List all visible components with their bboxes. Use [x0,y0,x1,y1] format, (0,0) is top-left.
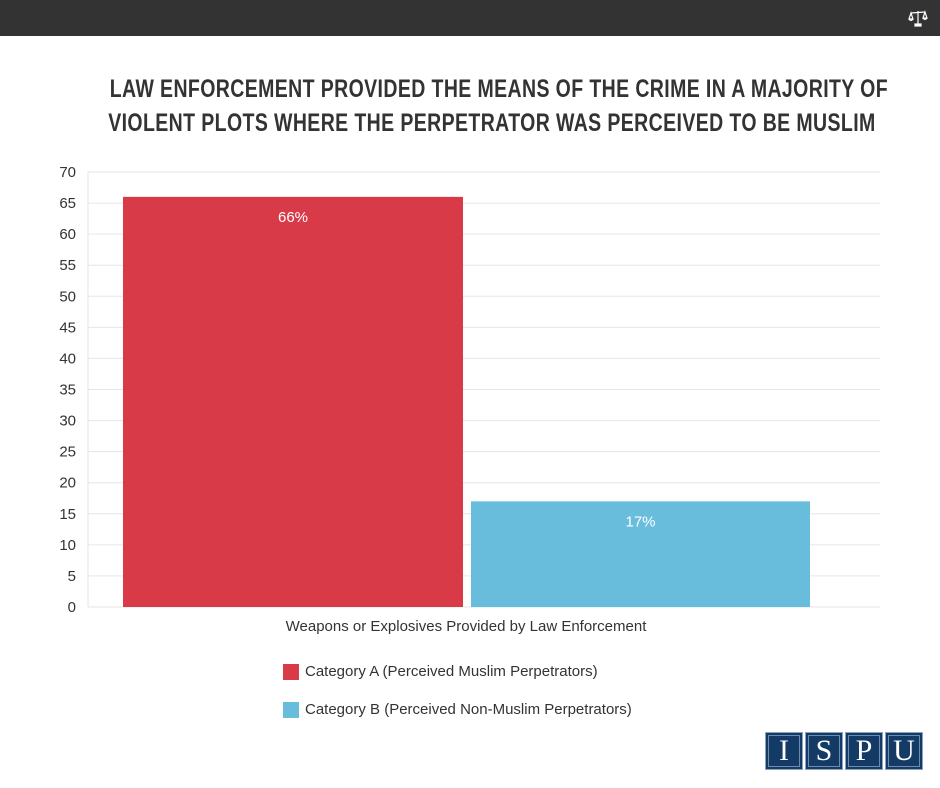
logo-letter: P [845,732,883,770]
title-line-1: LAW ENFORCEMENT PROVIDED THE MEANS OF TH… [109,75,889,103]
y-tick-label: 15 [59,506,76,523]
bar-b[interactable] [471,501,810,607]
y-tick-label: 35 [59,382,76,399]
y-tick-label: 45 [59,319,76,336]
legend-item-b[interactable]: Category B (Perceived Non-Muslim Perpetr… [283,701,632,718]
data-label: 66% [278,209,308,226]
logo-letter: U [885,732,923,770]
y-tick-label: 20 [59,475,76,492]
x-axis-label: Weapons or Explosives Provided by Law En… [286,618,648,635]
y-tick-label: 60 [59,226,76,243]
legend-swatch-b [283,701,299,718]
y-tick-label: 30 [59,413,76,430]
ispu-logo: I S P U [765,732,923,770]
y-tick-label: 50 [59,288,76,305]
bar-chart: 0 5 10 15 20 25 30 35 40 45 50 55 60 65 70 66% 17% Weapo… [59,164,880,635]
logo-letter: I [765,732,803,770]
y-tick-label: 40 [59,350,76,367]
data-label: 17% [625,513,655,530]
legend-label-a: Category A (Perceived Muslim Perpetrator… [305,663,598,680]
y-tick-label: 10 [59,537,76,554]
scales-icon [908,10,928,27]
legend-swatch-a [283,663,299,680]
title-line-2: VIOLENT PLOTS WHERE THE PERPETRATOR WAS … [108,109,876,137]
top-bar [0,0,940,36]
y-tick-label: 25 [59,444,76,461]
y-tick-label: 0 [68,599,76,616]
legend-item-a[interactable]: Category A (Perceived Muslim Perpetrator… [283,663,598,680]
bar-a[interactable] [123,196,463,607]
logo-letter: S [805,732,843,770]
legend-label-b: Category B (Perceived Non-Muslim Perpetr… [305,701,632,718]
y-tick-label: 5 [68,568,76,585]
y-tick-label: 70 [59,164,76,181]
y-tick-label: 65 [59,195,76,212]
y-tick-label: 55 [59,257,76,274]
chart-title: LAW ENFORCEMENT PROVIDED THE MEANS OF TH… [0,72,940,140]
